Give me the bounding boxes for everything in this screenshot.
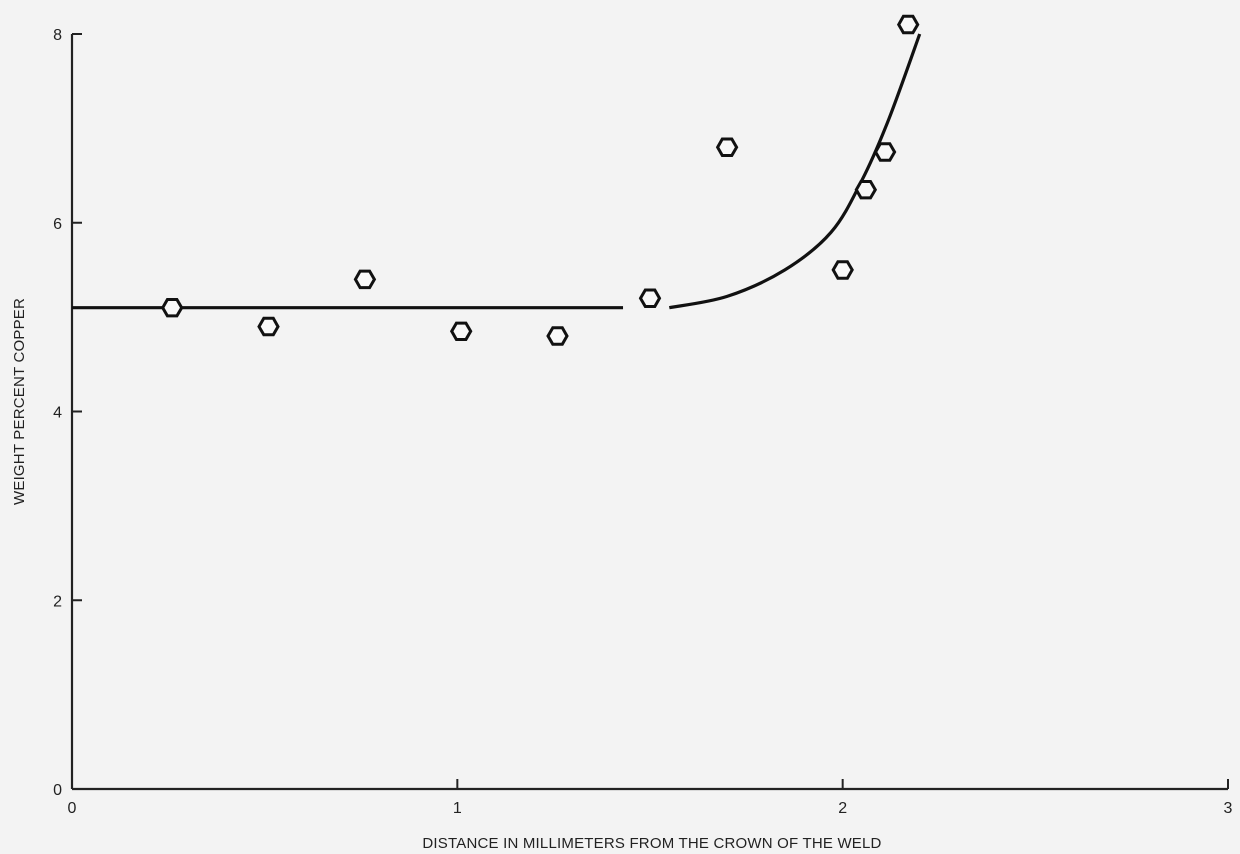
y-tick-label: 8 xyxy=(53,27,62,44)
x-axis-title: DISTANCE IN MILLIMETERS FROM THE CROWN O… xyxy=(422,835,881,852)
data-point xyxy=(638,288,662,308)
fit-line-group xyxy=(72,33,922,310)
y-tick-label: 4 xyxy=(53,405,62,422)
fit-line-curve xyxy=(668,33,922,310)
data-point xyxy=(831,260,854,280)
axes-group xyxy=(70,34,1228,791)
ticks-group: 0 2 4 6 8 0 1 2 3 xyxy=(53,27,1232,817)
data-points-group xyxy=(160,14,920,346)
x-tick-label: 0 xyxy=(68,800,77,817)
y-tick-label: 6 xyxy=(53,216,62,233)
data-point xyxy=(854,180,878,200)
x-tick-label: 2 xyxy=(838,800,847,817)
data-point xyxy=(873,142,897,162)
x-tick-label: 3 xyxy=(1224,800,1233,817)
data-point xyxy=(353,269,377,290)
data-point xyxy=(160,298,184,318)
y-tick-label: 0 xyxy=(53,782,62,799)
data-point xyxy=(449,321,473,341)
data-point xyxy=(896,14,920,35)
data-point xyxy=(715,137,739,157)
data-point xyxy=(257,316,280,337)
data-point xyxy=(546,326,569,346)
x-tick-label: 1 xyxy=(453,800,462,817)
y-tick-label: 2 xyxy=(53,593,62,610)
y-axis-title: WEIGHT PERCENT COPPER xyxy=(11,298,28,505)
